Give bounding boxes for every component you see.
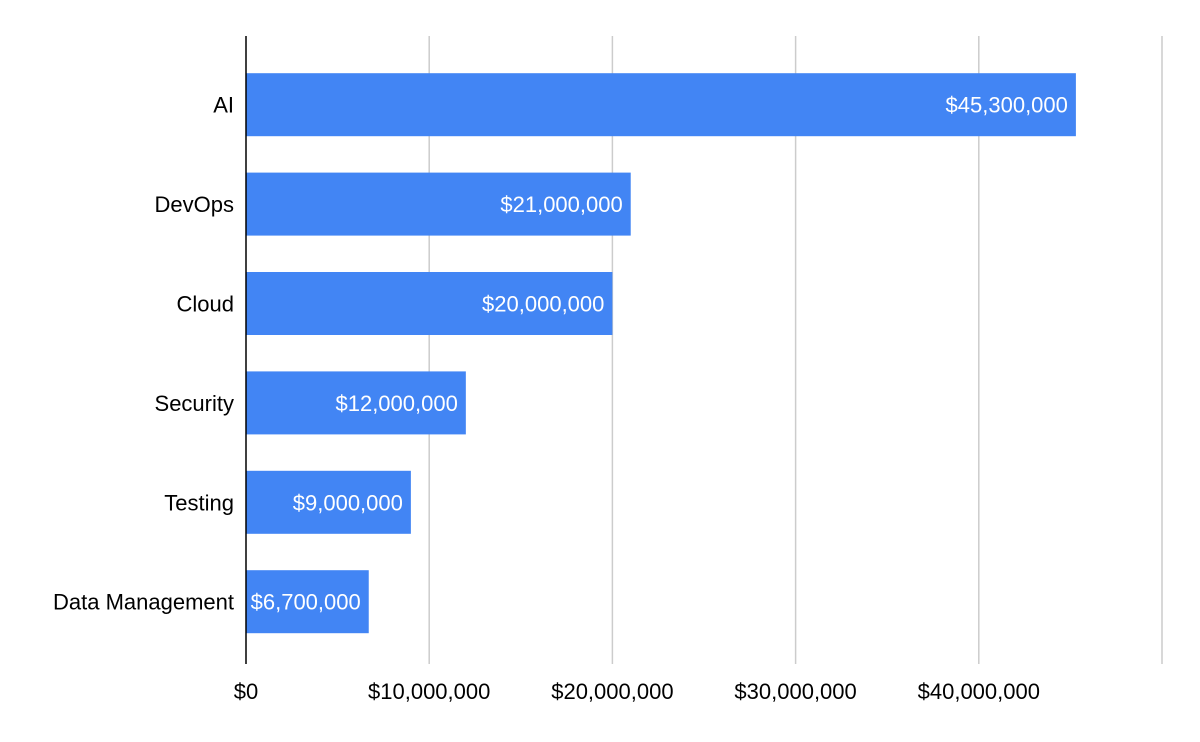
data-label: $21,000,000 (500, 192, 622, 217)
category-label: Testing (164, 490, 234, 515)
bar (246, 73, 1076, 137)
bar (246, 371, 466, 435)
x-tick-label: $20,000,000 (551, 679, 673, 704)
bar (246, 172, 631, 236)
x-tick-label: $30,000,000 (734, 679, 856, 704)
data-label: $20,000,000 (482, 292, 604, 317)
category-label: DevOps (155, 192, 234, 217)
bar (246, 570, 369, 634)
data-label: $9,000,000 (293, 490, 403, 515)
category-label: Security (155, 391, 234, 416)
data-label: $6,700,000 (251, 590, 361, 615)
bars (246, 73, 1076, 634)
category-label: AI (213, 93, 234, 118)
category-label: Data Management (53, 590, 234, 615)
bar (246, 470, 411, 534)
x-tick-label: $40,000,000 (918, 679, 1040, 704)
gridlines (428, 36, 1163, 664)
data-label: $45,300,000 (946, 93, 1068, 118)
x-tick-label: $10,000,000 (368, 679, 490, 704)
data-label: $12,000,000 (335, 391, 457, 416)
bar (246, 272, 613, 335)
labels: $0 $10,000,000 $20,000,000 $30,000,000 $40,0… (53, 93, 1068, 704)
x-tick-label: $0 (234, 679, 258, 704)
category-label: Cloud (177, 292, 234, 317)
